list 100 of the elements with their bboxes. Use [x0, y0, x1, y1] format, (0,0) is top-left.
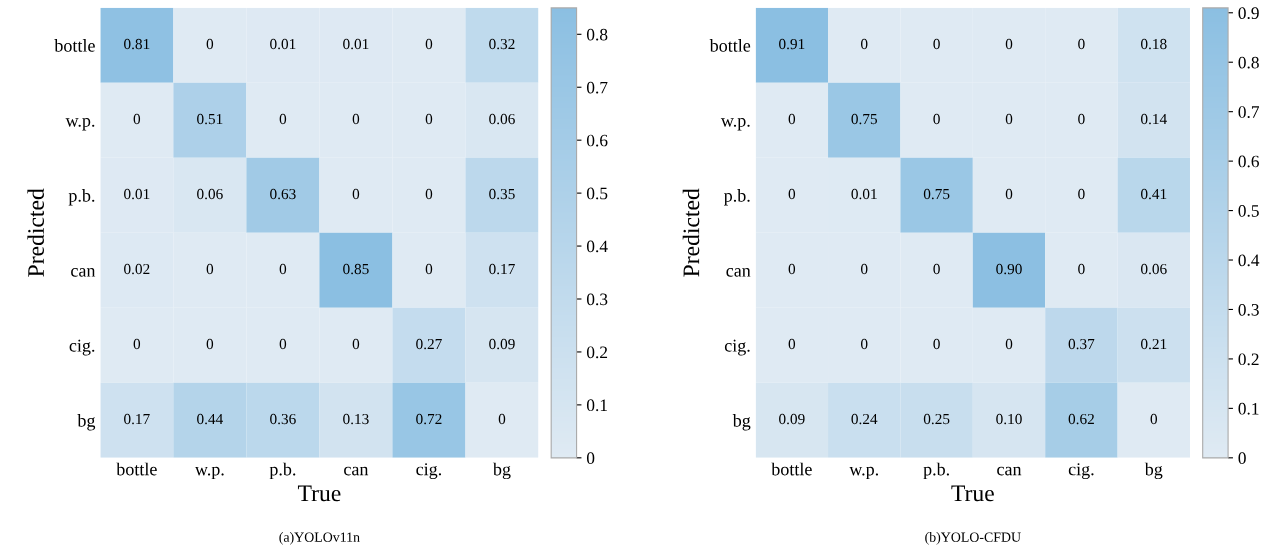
- data-label: 0.18: [1141, 38, 1167, 50]
- x-tick-label: cig.: [416, 463, 442, 480]
- data-label: 0: [425, 263, 433, 275]
- y-tick-label: cig.: [69, 339, 95, 356]
- color-bar-label: 0.7: [1238, 106, 1260, 118]
- color-bar-label: 0.3: [586, 293, 608, 306]
- data-label: 0: [133, 338, 141, 350]
- data-label: 0.01: [124, 188, 150, 200]
- data-label: 0: [1005, 113, 1013, 125]
- data-label: 0: [425, 188, 433, 200]
- data-label: 0: [279, 263, 287, 275]
- data-label: 0.10: [996, 413, 1022, 425]
- color-bar-label: 0.1: [1238, 402, 1259, 415]
- data-label: 0: [1150, 413, 1158, 425]
- data-label: 0: [788, 188, 796, 200]
- y-tick-label: p.b.: [724, 189, 750, 206]
- y-axis-title: Predicted: [682, 188, 700, 277]
- data-label: 0.41: [1141, 188, 1167, 200]
- data-label: 0: [933, 113, 940, 125]
- color-bar-label: 0.1: [586, 399, 607, 412]
- data-label: 0: [352, 113, 360, 125]
- data-label: 0.35: [489, 188, 515, 200]
- y-tick-label: w.p.: [65, 118, 95, 131]
- data-label: 0: [206, 263, 214, 275]
- data-label: 0: [788, 263, 796, 275]
- data-label: 0.51: [197, 113, 223, 125]
- data-label: 0: [933, 263, 940, 275]
- y-tick-label: bottle: [54, 39, 95, 52]
- data-label: 0: [861, 38, 868, 50]
- y-axis-title: Predicted: [27, 188, 44, 277]
- color-bar-label: 0.4: [586, 240, 608, 253]
- color-bar-label: 0.5: [586, 187, 608, 200]
- y-tick-label: cig.: [724, 339, 750, 356]
- color-bar-label: 0.2: [586, 346, 608, 359]
- data-label: 0: [788, 113, 796, 125]
- color-bar-label: 0.6: [1238, 155, 1259, 168]
- data-label: 0: [1078, 38, 1085, 50]
- data-label: 0.63: [270, 188, 296, 200]
- data-label: 0.75: [851, 113, 878, 125]
- y-tick-label: bg: [77, 414, 96, 431]
- data-label: 0.24: [851, 413, 878, 425]
- data-label: 0: [279, 338, 287, 350]
- y-tick-label: p.b.: [68, 189, 95, 206]
- data-label: 0.62: [1068, 413, 1094, 425]
- data-label: 0: [1005, 38, 1013, 50]
- x-tick-label: p.b.: [269, 462, 296, 480]
- text: (b)YOLO-CFDU: [925, 532, 1021, 545]
- color-bar-label: 0.2: [1238, 353, 1259, 366]
- y-tick-label: can: [726, 268, 751, 277]
- data-label: 0.06: [489, 113, 515, 125]
- color-bar-label: 0.5: [1238, 205, 1259, 217]
- color-bar-label: 0.8: [586, 28, 608, 41]
- data-label: 0: [352, 338, 360, 350]
- data-label: 0.09: [779, 413, 805, 425]
- x-tick-label: bg: [492, 462, 511, 480]
- data-label: 0.17: [124, 413, 150, 425]
- data-label: 0.25: [923, 413, 950, 425]
- data-label: 0: [1005, 338, 1013, 350]
- data-label: 0.13: [343, 413, 369, 425]
- x-tick-label: cig.: [1068, 463, 1094, 480]
- data-label: 0: [788, 338, 796, 350]
- y-tick-label: bg: [732, 414, 751, 431]
- data-label: 0.90: [996, 263, 1022, 275]
- data-label: 0: [352, 188, 360, 200]
- data-label: 0.36: [270, 413, 296, 425]
- data-label: 0: [498, 413, 506, 425]
- x-tick-label: bg: [1144, 462, 1163, 480]
- data-label: 0.75: [923, 188, 950, 200]
- data-label: 0.91: [779, 38, 805, 50]
- data-label: 0: [1078, 263, 1085, 275]
- data-label: 0.32: [489, 38, 515, 50]
- x-tick-label: p.b.: [923, 462, 949, 480]
- data-label: 0.01: [851, 188, 877, 200]
- y-tick-label: can: [71, 268, 96, 277]
- color-bar-label: 0.4: [1238, 254, 1260, 267]
- x-axis-title: True: [297, 485, 341, 502]
- x-tick-label: can: [344, 466, 369, 476]
- data-label: 0.85: [343, 263, 369, 275]
- x-axis-title: True: [951, 485, 994, 502]
- data-label: 0.01: [270, 38, 296, 50]
- x-tick-label: w.p.: [194, 466, 224, 480]
- color-bar-label: 0.8: [1238, 56, 1259, 69]
- x-tick-label: bottle: [116, 462, 157, 476]
- color-bar-label: 0.6: [586, 134, 608, 147]
- data-label: 0: [933, 338, 940, 350]
- x-tick-label: w.p.: [849, 466, 878, 480]
- color-bar-label: 0: [586, 452, 595, 465]
- data-label: 0: [861, 338, 868, 350]
- x-tick-label: can: [997, 466, 1022, 476]
- data-label: 0: [206, 338, 214, 350]
- data-label: 0: [1078, 113, 1085, 125]
- y-tick-label: w.p.: [720, 118, 750, 131]
- color-bar-label: 0.7: [586, 81, 608, 94]
- data-label: 0.06: [1141, 263, 1167, 275]
- x-tick-label: bottle: [771, 462, 812, 476]
- data-label: 0: [861, 263, 868, 275]
- y-tick-label: bottle: [709, 39, 751, 52]
- data-label: 0: [425, 38, 433, 50]
- data-label: 0.02: [124, 263, 150, 275]
- data-label: 0.27: [416, 338, 442, 350]
